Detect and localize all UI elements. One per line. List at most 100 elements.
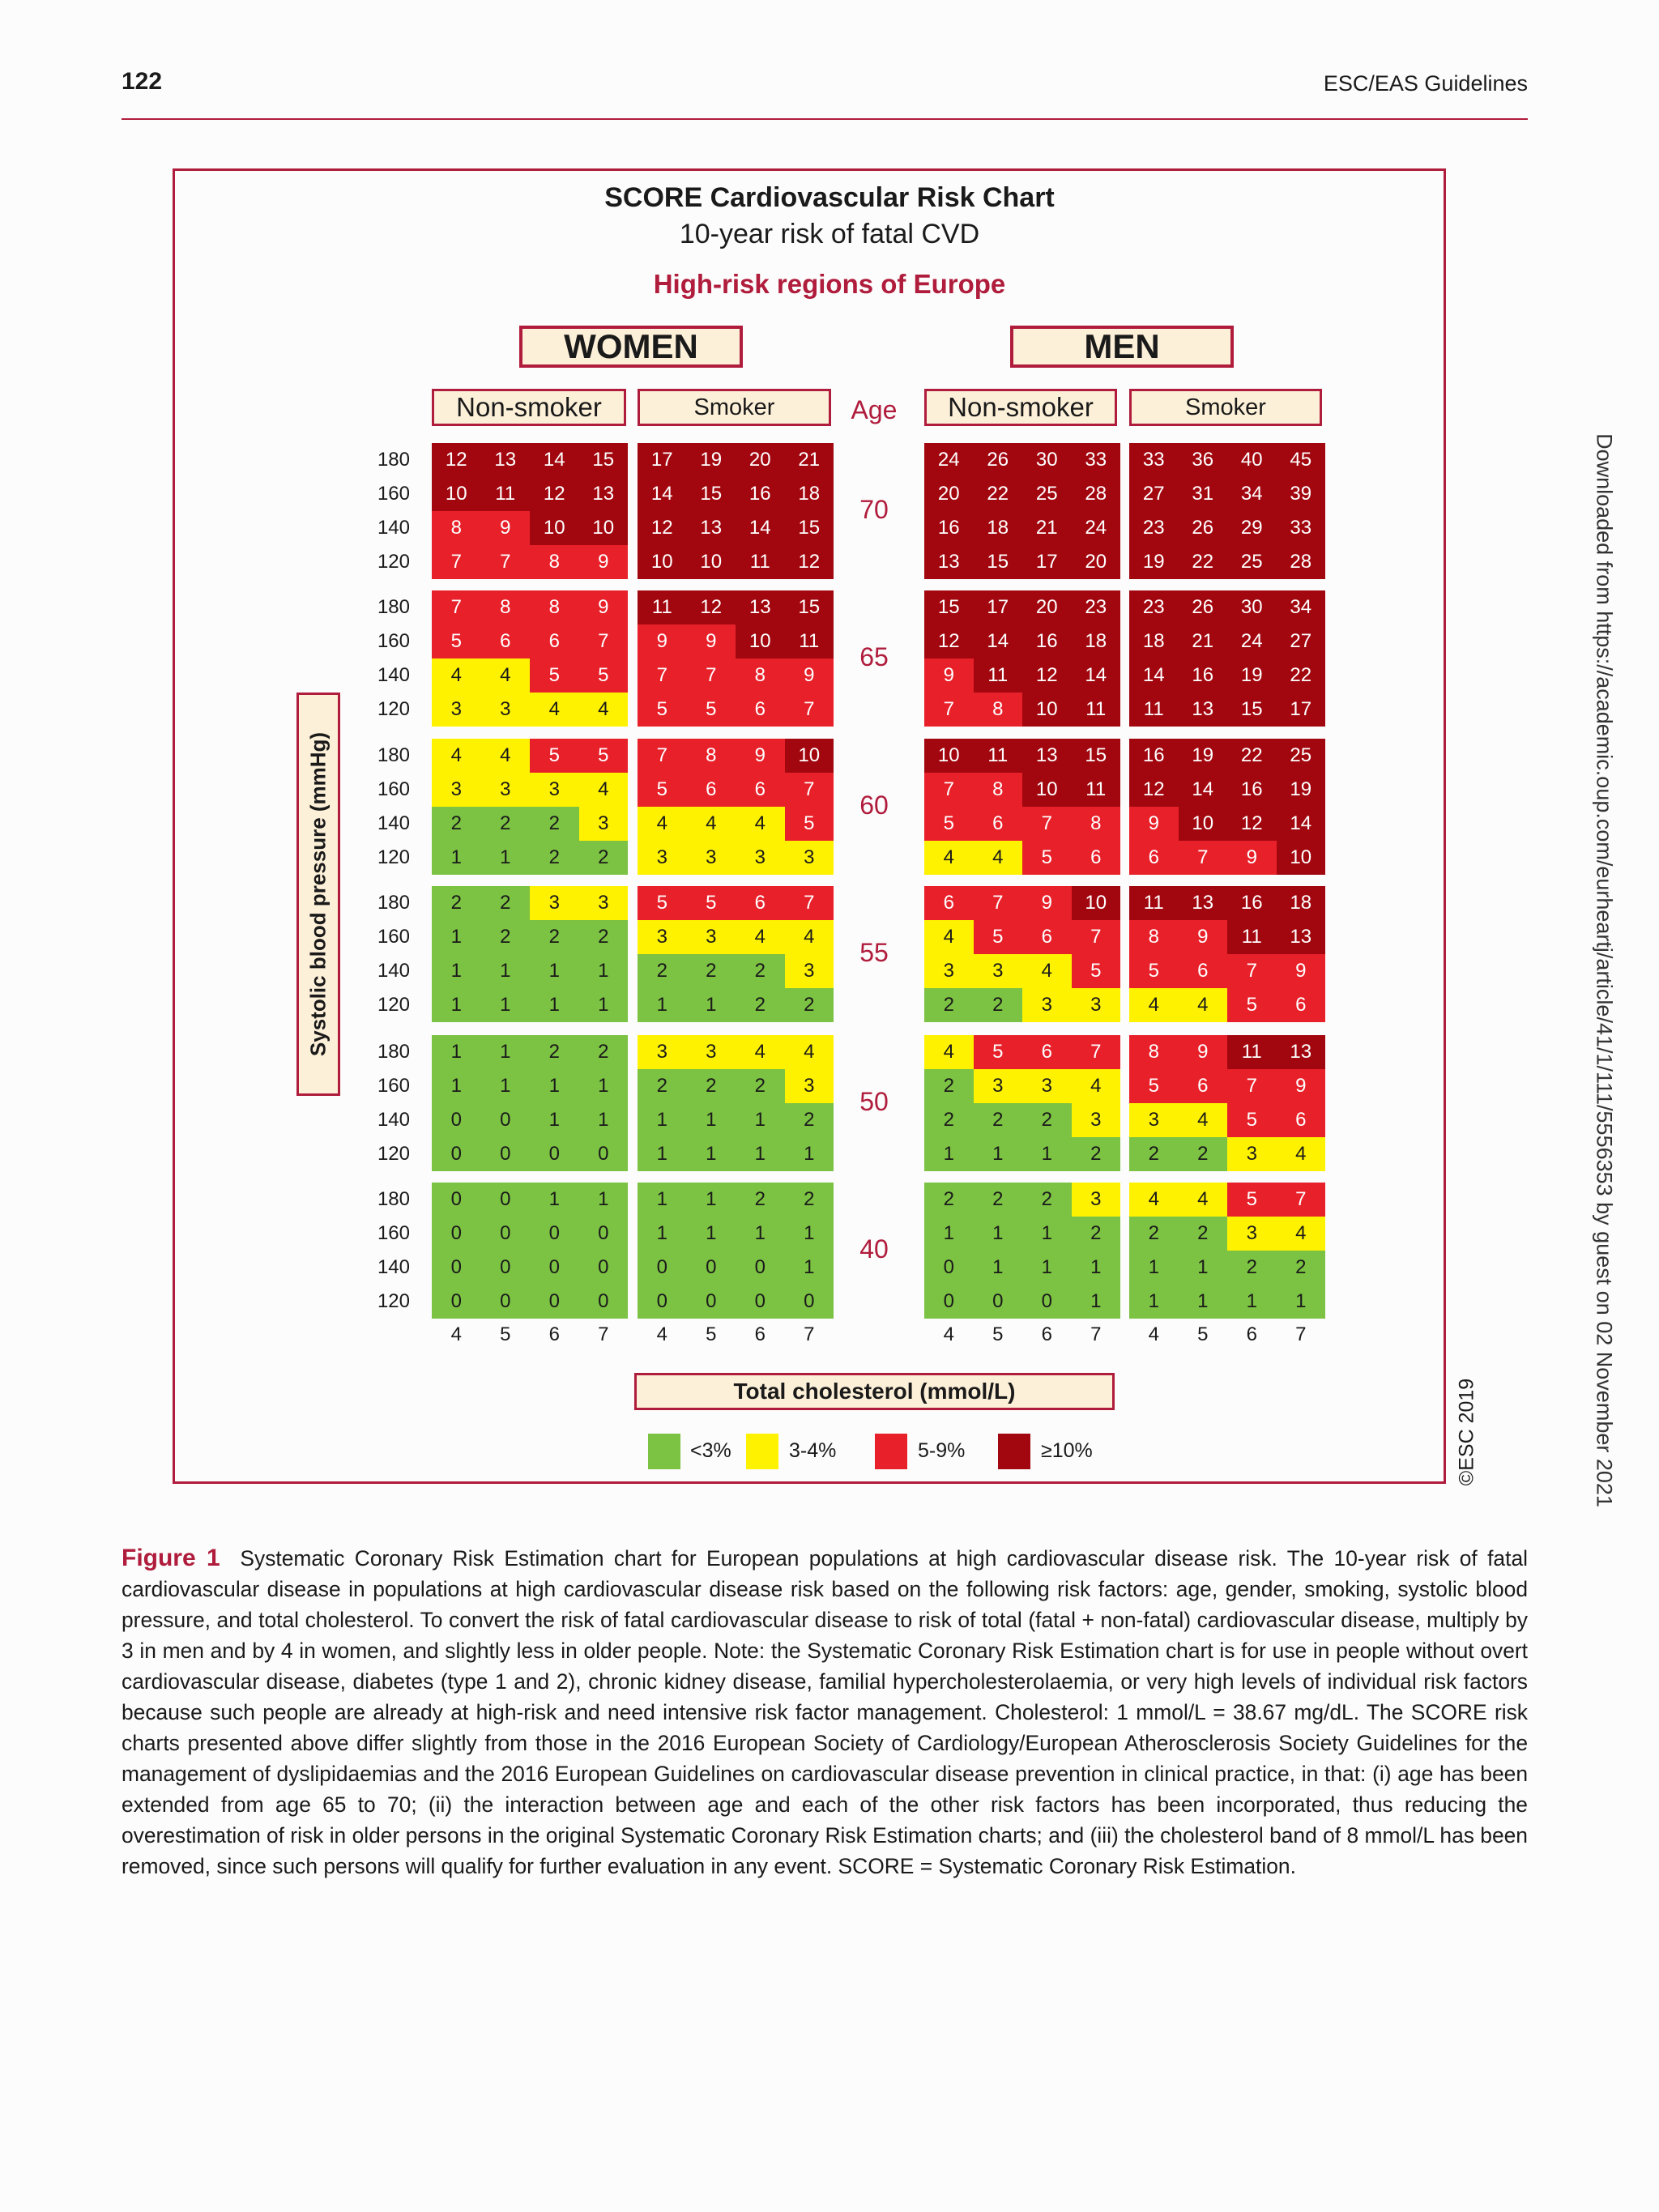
risk-cell: 2 [1071, 1137, 1120, 1171]
risk-cell: 17 [973, 590, 1022, 624]
risk-cell: 33 [1071, 443, 1120, 477]
risk-cell: 15 [1071, 739, 1120, 773]
risk-cell: 5 [638, 693, 687, 727]
risk-cell: 2 [973, 1103, 1022, 1137]
risk-cell: 6 [1022, 920, 1072, 954]
caption-text: Systematic Coronary Risk Estimation char… [122, 1546, 1528, 1878]
risk-cell: 1 [1227, 1285, 1277, 1319]
bp-label: 180 [377, 1188, 410, 1210]
risk-cell: 3 [1022, 1069, 1072, 1103]
risk-cell: 6 [1129, 841, 1179, 875]
risk-cell: 12 [638, 511, 687, 545]
figure-caption: Figure 1 Systematic Coronary Risk Estima… [122, 1543, 1528, 1882]
risk-cell: 23 [1129, 511, 1179, 545]
risk-cell: 3 [432, 773, 481, 807]
risk-cell: 3 [432, 693, 481, 727]
bp-label: 140 [377, 1256, 410, 1278]
risk-cell: 5 [1129, 1069, 1179, 1103]
risk-cell: 3 [578, 807, 628, 841]
risk-cell: 12 [1129, 773, 1179, 807]
risk-cell: 26 [973, 443, 1022, 477]
risk-cell: 4 [924, 841, 974, 875]
age-label: Age [851, 395, 898, 424]
risk-cell: 10 [1276, 841, 1325, 875]
risk-cell: 19 [1276, 773, 1325, 807]
risk-cell: 15 [784, 511, 834, 545]
risk-cell: 0 [480, 1251, 530, 1285]
risk-cell: 1 [973, 1137, 1022, 1171]
risk-cell: 0 [578, 1217, 628, 1251]
risk-cell: 1 [784, 1251, 834, 1285]
legend-label-lt3: <3% [690, 1439, 731, 1462]
risk-cell: 9 [924, 658, 974, 693]
men-smoker-header: Smoker [1129, 389, 1322, 426]
risk-cell: 4 [530, 693, 579, 727]
risk-cell: 0 [432, 1103, 481, 1137]
risk-cell: 15 [686, 477, 736, 511]
risk-cell: 25 [1227, 545, 1277, 579]
risk-cell: 2 [480, 886, 530, 920]
risk-cell: 31 [1178, 477, 1227, 511]
risk-cell: 1 [530, 1069, 579, 1103]
bp-label: 160 [377, 778, 410, 800]
risk-cell: 3 [1227, 1217, 1277, 1251]
risk-cell: 2 [736, 1183, 785, 1217]
risk-cell: 9 [1276, 1069, 1325, 1103]
risk-cell: 4 [784, 1035, 834, 1069]
risk-cell: 1 [530, 1183, 579, 1217]
risk-cell: 17 [1022, 545, 1072, 579]
risk-cell: 9 [578, 590, 628, 624]
risk-cell: 28 [1276, 545, 1325, 579]
men-header: MEN [1010, 326, 1234, 368]
risk-cell: 3 [530, 773, 579, 807]
bp-label: 120 [377, 846, 410, 868]
risk-cell: 2 [924, 988, 974, 1022]
risk-cell: 15 [1227, 693, 1277, 727]
legend-label-5-9: 5-9% [918, 1439, 966, 1462]
risk-cell: 16 [1227, 773, 1277, 807]
risk-cell: 2 [1022, 1183, 1072, 1217]
risk-panel: 24 26 30 33 20 22 25 28 16 18 21 24 13 15 17 20 [924, 443, 1120, 579]
risk-cell: 3 [1071, 988, 1120, 1022]
risk-cell: 4 [1022, 954, 1072, 988]
risk-cell: 26 [1178, 590, 1227, 624]
running-head: ESC/EAS Guidelines [1323, 71, 1528, 96]
risk-cell: 11 [1227, 1035, 1277, 1069]
risk-cell: 11 [973, 739, 1022, 773]
risk-cell: 19 [1129, 545, 1179, 579]
cholesterol-label: 7 [1090, 1323, 1102, 1345]
risk-cell: 7 [1178, 841, 1227, 875]
risk-cell: 16 [736, 477, 785, 511]
risk-cell: 6 [736, 886, 785, 920]
risk-cell: 1 [686, 1137, 736, 1171]
y-axis-label-box [296, 693, 340, 1096]
risk-cell: 12 [432, 443, 481, 477]
bp-label: 160 [377, 1222, 410, 1244]
risk-cell: 11 [784, 624, 834, 658]
risk-cell: 5 [924, 807, 974, 841]
risk-cell: 5 [973, 920, 1022, 954]
risk-cell: 20 [924, 477, 974, 511]
risk-cell: 1 [480, 1035, 530, 1069]
risk-cell: 10 [1178, 807, 1227, 841]
risk-cell: 2 [686, 954, 736, 988]
risk-cell: 3 [924, 954, 974, 988]
risk-cell: 8 [686, 739, 736, 773]
risk-cell: 4 [1178, 988, 1227, 1022]
risk-cell: 2 [973, 988, 1022, 1022]
risk-cell: 5 [432, 624, 481, 658]
risk-cell: 45 [1276, 443, 1325, 477]
risk-cell: 24 [1071, 511, 1120, 545]
risk-cell: 13 [1276, 1035, 1325, 1069]
risk-cell: 1 [736, 1217, 785, 1251]
bp-label: 140 [377, 960, 410, 982]
risk-cell: 4 [1129, 988, 1179, 1022]
cholesterol-label: 6 [1041, 1323, 1052, 1345]
risk-cell: 19 [686, 443, 736, 477]
risk-cell: 3 [973, 954, 1022, 988]
risk-panel: 15 17 20 23 12 14 16 18 9 11 12 14 7 8 10 11 [924, 590, 1120, 727]
cholesterol-label: 6 [754, 1323, 766, 1345]
women-nonsmoker-header: Non-smoker [432, 389, 626, 426]
legend-swatch-3-4 [746, 1434, 778, 1469]
